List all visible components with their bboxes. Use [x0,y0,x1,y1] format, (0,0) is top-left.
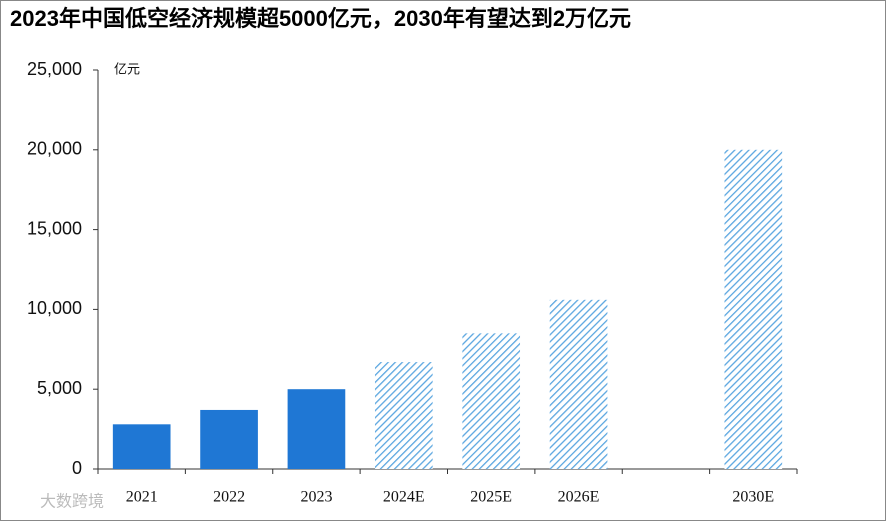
bar [374,362,433,469]
x-tick-label: 2025E [470,489,512,506]
x-tick-label: 2030E [732,489,774,506]
bar [112,424,171,469]
y-tick-label: 5,000 [37,378,82,398]
bar [724,149,783,470]
x-tick-label: 2024E [383,489,425,506]
bar [462,333,521,469]
bar [549,299,608,469]
y-tick-label: 25,000 [27,59,82,79]
bar [287,389,346,469]
x-tick-label: 2022 [213,489,245,506]
chart-title: 2023年中国低空经济规模超5000亿元，2030年有望达到2万亿元 [10,6,631,31]
y-tick-label: 15,000 [27,218,82,238]
x-tick-label: 2026E [558,489,600,506]
y-tick-label: 20,000 [27,139,82,159]
y-tick-label: 0 [72,458,82,478]
y-tick-label: 10,000 [27,298,82,318]
watermark: 大数跨境 [40,492,104,511]
bar [200,409,258,469]
unit-label: 亿元 [114,63,140,78]
x-tick-label: 2021 [126,489,158,506]
x-tick-label: 2023 [300,489,332,506]
